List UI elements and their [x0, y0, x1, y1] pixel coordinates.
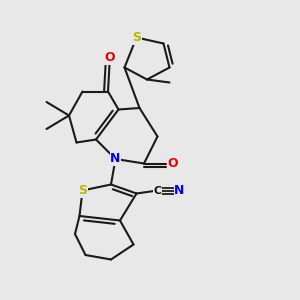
Text: O: O: [104, 51, 115, 64]
Text: C: C: [153, 185, 162, 196]
Text: O: O: [168, 157, 178, 170]
Text: N: N: [174, 184, 184, 197]
Text: S: S: [78, 184, 87, 197]
Text: S: S: [132, 31, 141, 44]
Text: N: N: [110, 152, 121, 166]
